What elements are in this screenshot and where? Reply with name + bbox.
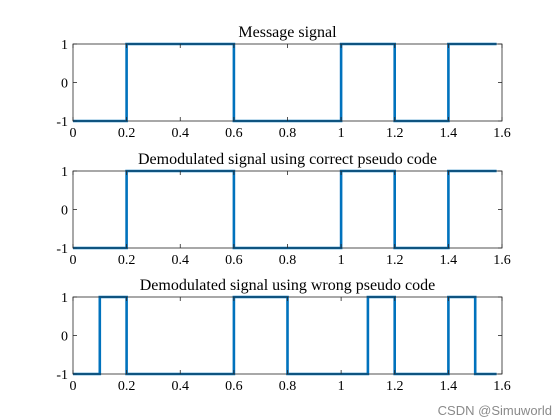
signal-line xyxy=(73,42,497,123)
x-tick-label: 1.4 xyxy=(440,379,458,394)
y-tick-label: -1 xyxy=(56,115,68,130)
x-tick-label: 0.8 xyxy=(279,126,297,141)
x-tick-label: 1.4 xyxy=(440,253,458,268)
x-tick-label: 1.2 xyxy=(386,126,404,141)
x-tick-label: 0.2 xyxy=(118,126,136,141)
subplot-correct: Demodulated signal using correct pseudo … xyxy=(56,151,510,268)
x-tick-label: 1.4 xyxy=(440,126,458,141)
x-tick-label: 1.2 xyxy=(386,253,404,268)
x-tick-label: 0 xyxy=(70,379,77,394)
y-tick-label: 0 xyxy=(61,330,68,345)
x-tick-label: 0.6 xyxy=(225,253,243,268)
y-tick-label: -1 xyxy=(56,368,68,383)
watermark: CSDN @Simuworld xyxy=(437,403,552,418)
axes-box xyxy=(72,43,503,122)
x-tick-label: 0.6 xyxy=(225,379,243,394)
x-tick-label: 0.2 xyxy=(118,253,136,268)
x-tick-label: 1 xyxy=(338,379,345,394)
x-tick-label: 0.8 xyxy=(279,253,297,268)
x-tick-label: 0.4 xyxy=(172,379,190,394)
x-tick-label: 1.6 xyxy=(493,126,511,141)
y-tick-label: 1 xyxy=(61,38,68,53)
subplot-message: Message signal 0 0.2 0.4 0.6 0.8 1 1.2 1.4 1.6 -1… xyxy=(56,24,510,141)
subplot-title: Message signal xyxy=(238,24,337,41)
x-tick-label: 0.4 xyxy=(172,126,190,141)
y-tick-label: -1 xyxy=(56,242,68,257)
x-tick-label: 1 xyxy=(338,253,345,268)
x-tick-label: 1.2 xyxy=(386,379,404,394)
x-tick-label: 1.6 xyxy=(493,253,511,268)
subplot-title: Demodulated signal using wrong pseudo co… xyxy=(140,277,436,294)
x-tick-label: 0.2 xyxy=(118,379,136,394)
x-tick-label: 0 xyxy=(70,126,77,141)
y-tick-label: 1 xyxy=(61,165,68,180)
signal-line xyxy=(73,295,497,376)
axes-box xyxy=(72,170,503,249)
x-tick-label: 0 xyxy=(70,253,77,268)
signal-line xyxy=(73,169,497,250)
x-tick-label: 1 xyxy=(338,126,345,141)
x-tick-label: 0.8 xyxy=(279,379,297,394)
x-tick-label: 1.6 xyxy=(493,379,511,394)
y-tick-label: 1 xyxy=(61,291,68,306)
x-tick-label: 0.4 xyxy=(172,253,190,268)
subplot-title: Demodulated signal using correct pseudo … xyxy=(138,151,437,168)
y-tick-label: 0 xyxy=(61,77,68,92)
y-tick-label: 0 xyxy=(61,204,68,219)
subplot-wrong: Demodulated signal using wrong pseudo co… xyxy=(56,277,510,394)
x-tick-label: 0.6 xyxy=(225,126,243,141)
